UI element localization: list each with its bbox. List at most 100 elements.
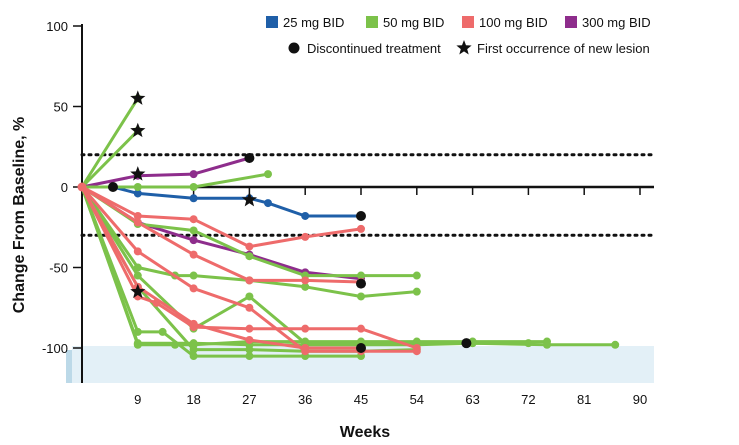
marker-layer (108, 90, 472, 353)
data-point (543, 340, 551, 349)
data-point (189, 284, 198, 293)
data-point (133, 211, 142, 220)
legend: 25 mg BID 50 mg BID 100 mg BID 300 mg BID Di… (266, 15, 651, 56)
data-point (245, 276, 254, 285)
discontinued-marker (356, 278, 366, 289)
data-point (264, 199, 272, 208)
discontinued-marker (461, 338, 472, 349)
data-point (133, 339, 142, 348)
x-tick-label: 72 (521, 392, 535, 407)
new-lesion-star (130, 283, 146, 299)
y-tick-label: 100 (46, 19, 68, 34)
data-point (189, 352, 198, 361)
data-point (133, 218, 142, 227)
x-tick-label: 27 (242, 392, 256, 407)
legend-swatch (462, 16, 474, 28)
x-tick-label: 81 (577, 392, 591, 407)
data-point (133, 263, 142, 272)
legend-label: 25 mg BID (283, 15, 344, 30)
series-line-13 (80, 185, 363, 249)
x-tick-label: 9 (134, 392, 141, 407)
data-point (245, 303, 254, 312)
discontinued-marker (356, 343, 366, 353)
data-point (357, 292, 365, 301)
data-point (301, 211, 310, 220)
data-point (301, 232, 310, 241)
data-point (357, 271, 365, 280)
data-point (301, 276, 310, 285)
origin-point (77, 182, 87, 192)
data-point (189, 250, 198, 259)
y-tick-label: 0 (61, 180, 68, 195)
legend-swatch (366, 16, 378, 28)
data-point (245, 252, 254, 261)
series-line-14 (80, 185, 363, 284)
discontinued-marker (356, 210, 366, 221)
tick-labels: 100 50 0 -50 -100 9 18 27 36 45 54 63 72 81 90 (42, 19, 647, 407)
legend-circle-icon (288, 42, 300, 54)
x-tick-label: 54 (410, 392, 424, 407)
data-point (133, 189, 142, 198)
legend-label: 300 mg BID (582, 15, 651, 30)
data-point (357, 224, 365, 233)
y-tick-label: 50 (54, 100, 68, 115)
series-line-1 (80, 156, 251, 189)
data-point (189, 194, 198, 203)
legend-label: First occurrence of new lesion (477, 41, 650, 56)
data-point (412, 344, 421, 352)
x-tick-label: 45 (354, 392, 368, 407)
new-lesion-star (130, 90, 146, 105)
legend-swatch (565, 16, 577, 28)
data-point (412, 287, 421, 296)
series-line-11 (80, 185, 549, 347)
data-point (301, 324, 310, 333)
data-point (133, 183, 142, 191)
legend-label: 100 mg BID (479, 15, 548, 30)
data-point (245, 324, 254, 333)
new-lesion-star (130, 166, 146, 181)
x-axis-title: Weeks (340, 424, 391, 440)
x-tick-label: 36 (298, 392, 312, 407)
discontinued-marker (244, 153, 255, 164)
band-marker (66, 350, 72, 383)
data-point (189, 215, 198, 224)
series-line-17 (80, 185, 363, 350)
data-point (189, 236, 198, 245)
x-tick-label: 18 (186, 392, 200, 407)
legend-label: Discontinued treatment (307, 41, 441, 56)
y-tick-label: -100 (42, 341, 68, 356)
data-point (412, 271, 421, 280)
data-point (301, 282, 310, 291)
new-lesion-star (241, 191, 257, 207)
data-point (301, 344, 310, 352)
data-point (189, 183, 198, 191)
legend-swatch (266, 16, 278, 28)
data-point (245, 292, 254, 301)
data-point (133, 271, 142, 280)
data-point (189, 339, 198, 348)
data-point (189, 271, 198, 280)
series-layer (77, 94, 620, 361)
reference-lines (80, 153, 656, 237)
series-line-3 (80, 96, 140, 189)
series-line-12 (80, 185, 617, 347)
data-point (245, 335, 254, 344)
discontinued-marker (108, 182, 118, 192)
data-point (245, 242, 254, 251)
data-point (158, 327, 167, 336)
y-tick-label: -50 (49, 261, 68, 276)
x-tick-label: 90 (633, 392, 647, 407)
legend-star-icon (456, 40, 472, 55)
x-tick-label: 63 (465, 392, 479, 407)
data-point (264, 170, 272, 179)
series-line-0 (80, 185, 363, 218)
legend-label: 50 mg BID (383, 15, 444, 30)
data-point (611, 340, 620, 349)
data-point (245, 352, 254, 361)
series-line-4 (80, 129, 140, 189)
y-axis-title: Change From Baseline, % (11, 117, 28, 314)
data-point (189, 170, 198, 179)
new-lesion-star (130, 122, 146, 138)
